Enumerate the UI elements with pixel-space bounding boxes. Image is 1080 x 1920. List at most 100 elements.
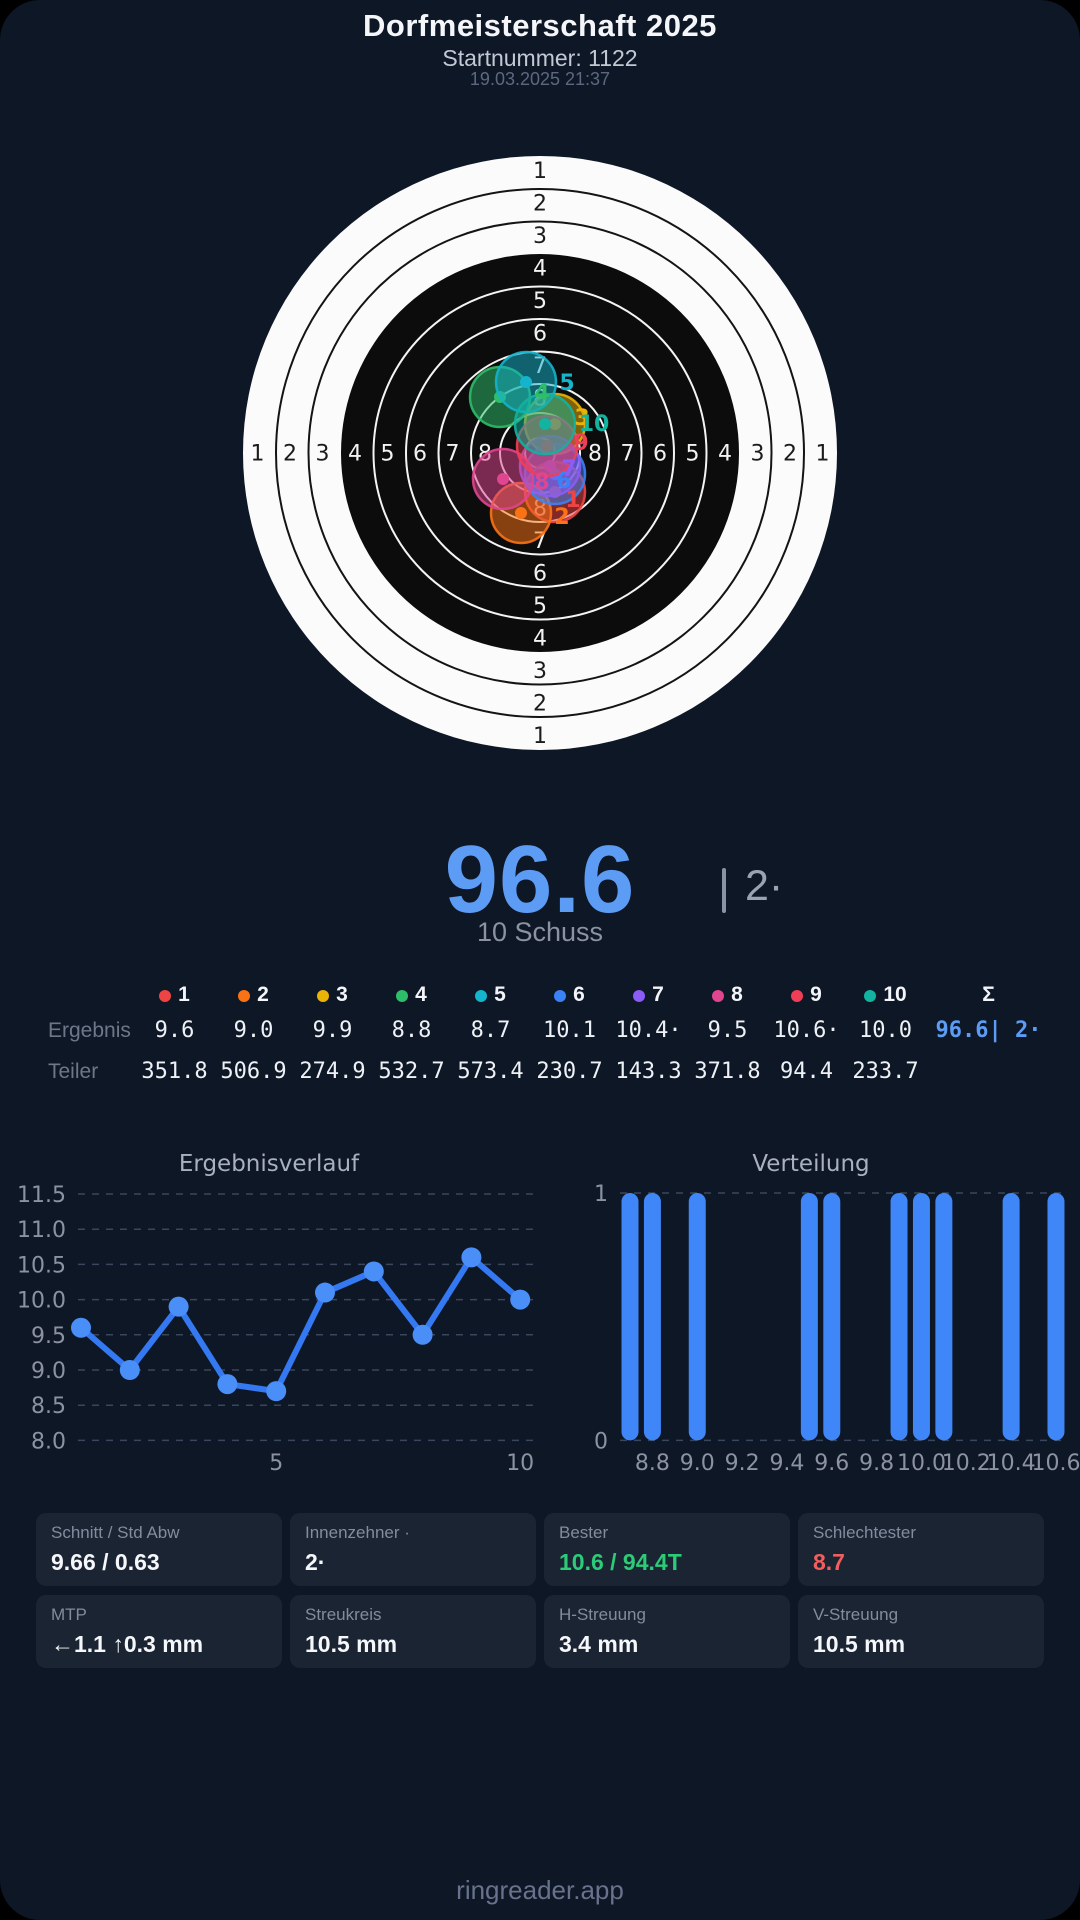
stat-label: H-Streuung: [559, 1605, 646, 1624]
stat-value: 3.4 mm: [559, 1631, 639, 1657]
inner-tens-count: 2·: [745, 862, 784, 910]
x-axis-tick: 10.4: [987, 1451, 1036, 1476]
ring-circle: [275, 188, 805, 718]
stat-card-h-streuung: H-Streuung 3.4 mm: [544, 1595, 790, 1668]
shot-number-label-1: 1: [565, 488, 580, 513]
shot-color-dot: [864, 990, 877, 1002]
x-axis-tick: 10.2: [942, 1451, 991, 1476]
shot-number-label-2: 2: [554, 505, 569, 530]
x-axis-tick: 9.8: [859, 1451, 894, 1476]
y-axis-tick: 10.0: [17, 1289, 66, 1314]
dist-bar-9.0: [688, 1193, 706, 1441]
ring-number: 1: [533, 159, 547, 184]
dist-bar-10.6: [1047, 1193, 1065, 1441]
x-axis-tick: 9.2: [725, 1451, 760, 1476]
stat-value: 10.5 mm: [813, 1631, 906, 1657]
shot-center-dot-8: [497, 473, 509, 485]
stat-label: Streukreis: [305, 1605, 382, 1624]
sum-symbol: Σ: [982, 983, 995, 1006]
ring-number: 7: [621, 442, 635, 467]
result-value-6: 10.1: [543, 1018, 596, 1043]
shot-color-dot: [159, 990, 172, 1002]
data-point-5: [266, 1381, 287, 1402]
dist-bar-8.7: [621, 1193, 639, 1441]
legend-shot-1: 1: [135, 983, 214, 1007]
ring-number: 6: [533, 562, 547, 587]
legend-shot-7: 7: [609, 983, 688, 1007]
stat-card-streukreis: Streukreis 10.5 mm: [290, 1595, 536, 1668]
result-value-10: 10.0: [859, 1018, 912, 1043]
sum-value: 96.6| 2·: [935, 1018, 1042, 1043]
ring-number: 1: [251, 442, 265, 467]
data-point-10: [510, 1289, 531, 1310]
stats-grid: Schnitt / Std Abw 9.66 / 0.63 Innenzehner …: [36, 1513, 1044, 1668]
shot-number-label-7: 7: [561, 457, 576, 482]
dist-bar-9.5: [800, 1193, 818, 1441]
data-point-3: [168, 1296, 189, 1317]
teiler-value-10: 233.7: [852, 1059, 919, 1084]
data-point-8: [412, 1324, 433, 1345]
data-point-9: [461, 1247, 482, 1268]
dist-bar-10.0: [912, 1193, 930, 1441]
ring-number: 5: [533, 289, 547, 314]
stat-label: V-Streuung: [813, 1605, 899, 1624]
stat-label: MTP: [51, 1605, 87, 1624]
table-row: Ergebnis 9.6 9.0 9.9 8.8 8.7 10.1 10.4· 9.5 10.6·…: [28, 1010, 1052, 1051]
teiler-value-9: 94.4: [780, 1059, 833, 1084]
shot-color-dot: [475, 990, 488, 1002]
y-axis-tick: 8.5: [31, 1394, 66, 1419]
shot-center-dot-2: [515, 507, 527, 519]
result-value-5: 8.7: [470, 1018, 511, 1043]
stat-label: Schlechtester: [813, 1523, 916, 1542]
data-point-2: [119, 1360, 140, 1380]
ring-circle: [307, 220, 773, 686]
ring-number: 2: [533, 692, 547, 717]
shot-count-label: 10 Schuss: [476, 917, 604, 947]
legend-shot-6: 6: [530, 983, 609, 1007]
legend-shot-4: 4: [372, 983, 451, 1007]
table-row: 1 2 3 4 5 6 7 8 9 10 Σ: [28, 980, 1052, 1010]
shot-color-dot: [712, 990, 725, 1002]
teiler-value-6: 230.7: [536, 1059, 603, 1084]
shot-table: 1 2 3 4 5 6 7 8 9 10 Σ Ergebnis 9.6 9.0 9.9 8.8 8.7 10.1 1…: [28, 980, 1052, 1092]
legend-shot-5: 5: [451, 983, 530, 1007]
legend-shot-8: 8: [688, 983, 767, 1007]
y-axis-tick: 11.0: [17, 1218, 66, 1243]
ring-number: 2: [533, 192, 547, 217]
teiler-value-5: 573.4: [457, 1059, 524, 1084]
result-value-9: 10.6·: [773, 1018, 840, 1043]
ring-number: 6: [413, 442, 427, 467]
teiler-value-1: 351.8: [141, 1059, 208, 1084]
teiler-value-8: 371.8: [694, 1059, 761, 1084]
ring-number: 2: [283, 442, 297, 467]
y-axis-tick: 10.5: [17, 1253, 66, 1278]
data-point-6: [315, 1282, 335, 1303]
result-value-8: 9.5: [707, 1018, 748, 1043]
x-axis-tick: 9.6: [814, 1451, 849, 1476]
shot-number-label-5: 5: [559, 371, 574, 396]
stat-value: 2·: [305, 1549, 326, 1575]
y-axis-tick: 11.5: [17, 1183, 66, 1208]
legend-shot-10: 10: [846, 983, 925, 1007]
dist-bar-10.4: [1002, 1193, 1020, 1441]
teiler-value-2: 506.9: [220, 1059, 287, 1084]
y-axis-tick: 9.0: [31, 1359, 66, 1384]
dist-bar-8.8: [643, 1193, 661, 1441]
legend-shot-3: 3: [293, 983, 372, 1007]
result-value-7: 10.4·: [615, 1018, 682, 1043]
shot-color-dot: [396, 990, 409, 1002]
shot-number-label-8: 8: [534, 470, 549, 495]
shot-color-dot: [238, 990, 251, 1002]
start-number: Startnummer: 1122: [442, 45, 638, 71]
ring-number: 4: [348, 442, 362, 467]
ring-number: 4: [718, 442, 732, 467]
data-point-7: [363, 1261, 384, 1282]
x-axis-tick: 10.0: [897, 1451, 946, 1476]
stat-label: Schnitt / Std Abw: [51, 1523, 180, 1542]
ring-number: 5: [686, 442, 700, 467]
stat-card-v-streuung: V-Streuung 10.5 mm: [798, 1595, 1044, 1668]
y-axis-tick: 1: [594, 1182, 608, 1207]
ring-number: 3: [316, 442, 330, 467]
ring-number: 1: [816, 442, 830, 467]
